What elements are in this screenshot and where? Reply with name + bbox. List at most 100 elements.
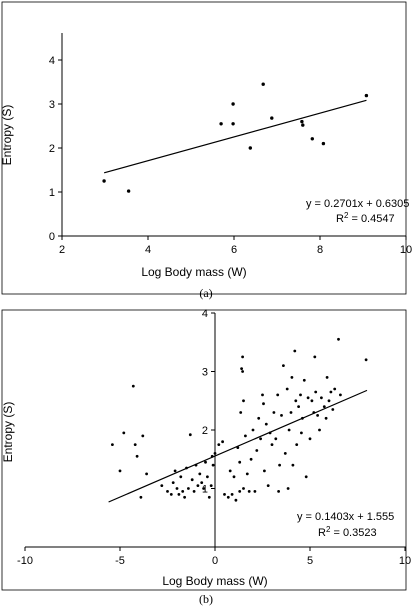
data-point (306, 396, 310, 400)
data-point (187, 487, 190, 490)
panel-b-frame (1, 309, 407, 591)
panel-a-r2-sup: 2 (344, 211, 349, 220)
panel-a-trendline (103, 99, 367, 174)
data-point (331, 408, 335, 411)
data-point (259, 437, 262, 441)
data-point (339, 393, 342, 397)
data-point (200, 481, 204, 484)
panel-a-ticks: 2 4 6 8 10 0 1 2 3 4 (49, 55, 412, 256)
data-point (211, 463, 215, 467)
panel-a-r2-label: R (336, 213, 344, 225)
data-point (255, 449, 259, 452)
data-point (249, 457, 253, 461)
panel-a-frame (1, 1, 407, 295)
data-point (192, 490, 196, 493)
data-point (310, 399, 314, 403)
data-point (213, 452, 217, 455)
y-tick-label: 1 (202, 484, 208, 496)
data-point (207, 495, 211, 499)
data-point (219, 122, 223, 126)
data-point (272, 411, 276, 414)
data-point (285, 387, 289, 391)
data-point (270, 443, 274, 446)
data-point (232, 475, 236, 479)
caption-b: (b) (199, 592, 213, 606)
data-point (277, 490, 280, 493)
y-tick-label: 3 (49, 99, 55, 111)
panel-a-equation: y = 0.2701x + 0.6305 (306, 198, 409, 210)
data-point (173, 469, 177, 473)
data-point (221, 440, 225, 444)
data-point (141, 434, 145, 438)
data-point (300, 431, 303, 435)
data-point (102, 179, 106, 183)
data-point (251, 428, 255, 432)
data-point (242, 399, 245, 403)
data-point (289, 411, 293, 414)
panel-b-r2-value: = 0.3523 (330, 527, 376, 539)
data-point (316, 414, 319, 417)
data-point (314, 390, 318, 394)
caption-a: (a) (199, 286, 212, 300)
data-point (231, 122, 235, 126)
x-tick-label: 6 (231, 244, 237, 256)
data-point (247, 490, 251, 493)
panel-a: 2 4 6 8 10 0 1 2 3 4 Log Body mass (W) Entropy (S… (0, 1, 412, 295)
data-point (202, 487, 206, 490)
data-point (209, 484, 213, 487)
data-point (282, 364, 285, 367)
data-point (327, 399, 331, 403)
data-point (325, 376, 329, 379)
data-point (228, 469, 232, 473)
data-point (126, 189, 131, 193)
data-point (183, 495, 187, 499)
data-point (320, 396, 323, 400)
data-point (135, 454, 139, 458)
data-point (206, 475, 209, 479)
data-point (169, 493, 173, 496)
data-point (231, 102, 235, 106)
data-point (264, 422, 268, 426)
data-point (181, 490, 185, 493)
panel-b-y-label: Entropy (S) (1, 402, 15, 463)
data-point (133, 443, 137, 446)
data-point (291, 463, 295, 467)
data-point (230, 493, 234, 496)
y-tick-label: 4 (202, 308, 208, 320)
x-tick-label: -5 (115, 555, 125, 567)
data-point (239, 411, 243, 414)
panel-b-r2: R2 = 0.3523 (318, 525, 377, 539)
data-point (188, 433, 192, 437)
data-point (313, 355, 317, 359)
data-point (304, 475, 308, 479)
x-tick-label: -10 (17, 555, 33, 567)
y-tick-label: 3 (202, 367, 208, 379)
data-point (299, 393, 302, 397)
data-point (241, 370, 245, 373)
panel-b-trendline (108, 389, 368, 503)
data-point (177, 493, 181, 496)
data-point (118, 469, 122, 473)
panel-a-x-label: Log Body mass (W) (141, 265, 246, 279)
data-point (261, 82, 265, 86)
data-point (223, 493, 226, 496)
data-point (263, 469, 266, 473)
data-point (283, 452, 287, 455)
data-point (160, 484, 164, 487)
panel-a-r2-value: = 0.4547 (348, 213, 394, 225)
data-point (166, 490, 169, 493)
data-point (111, 443, 114, 446)
data-point (337, 337, 340, 341)
y-tick-label: 1 (49, 187, 55, 199)
panel-b-equation: y = 0.1403x + 1.555 (297, 511, 394, 523)
data-point (131, 384, 135, 388)
data-point (241, 355, 245, 359)
data-point (290, 376, 294, 379)
data-point (329, 390, 333, 394)
panel-a-points (102, 82, 369, 193)
data-point (122, 431, 126, 435)
data-point (261, 393, 264, 397)
data-point (257, 416, 261, 420)
